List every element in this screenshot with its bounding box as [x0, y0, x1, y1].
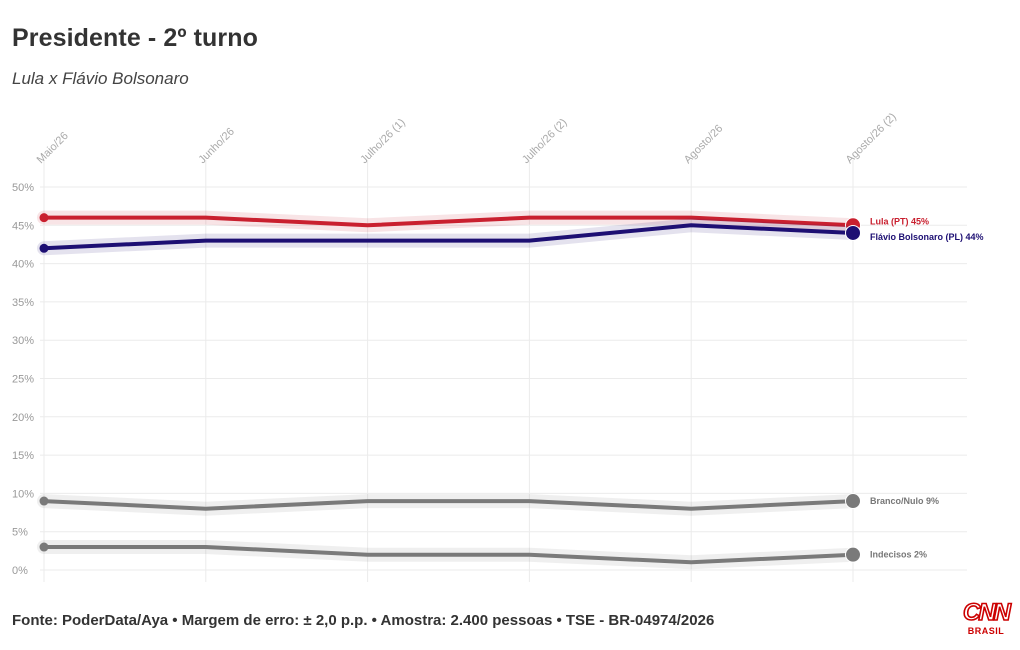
x-tick-label-1: Junho/26 [196, 126, 236, 166]
y-tick-label-1: 5% [12, 527, 28, 539]
cnn-brasil-logo: CNN BRASIL [960, 599, 1012, 637]
y-tick-label-2: 10% [12, 488, 34, 500]
series-end-point-1 [845, 224, 861, 241]
series-end-point-2 [845, 493, 861, 510]
chart-subtitle: Lula x Flávio Bolsonaro [12, 69, 189, 88]
series-end-label-0: Lula (PT) 45% [870, 216, 929, 226]
logo-cnn-text: CNN [962, 599, 1012, 626]
x-tick-label-2: Julho/26 (1) [358, 117, 408, 167]
y-tick-label-0: 0% [12, 565, 28, 577]
line-chart: 0% 5% 10% 15% 20% 25% 30% 35% 40% 45% 50% Maio/26 Ju… [12, 111, 984, 582]
series-line-1 [42, 223, 855, 251]
series-end-label-2: Branco/Nulo 9% [870, 496, 939, 506]
series-line-0 [42, 215, 855, 228]
chart-title: Presidente - 2º turno [12, 24, 258, 52]
y-tick-label-4: 20% [12, 412, 34, 424]
series-line-2 [42, 499, 855, 511]
series-start-point-3 [39, 542, 49, 552]
source-footer: Fonte: PoderData/Aya • Margem de erro: ±… [12, 612, 715, 629]
series-end-label-1: Flávio Bolsonaro (PL) 44% [870, 232, 984, 242]
y-tick-label-8: 40% [12, 259, 34, 271]
series-start-point-0 [39, 213, 49, 223]
series-end-label-3: Indecisos 2% [870, 550, 927, 560]
y-tick-label-6: 30% [12, 335, 34, 347]
x-tick-label-4: Agosto/26 [682, 123, 726, 167]
logo-brasil-text: BRASIL [967, 626, 1005, 636]
y-tick-label-9: 45% [12, 220, 34, 232]
series-end-point-3 [845, 546, 861, 563]
x-tick-label-5: Agosto/26 (2) [844, 111, 899, 166]
y-tick-label-7: 35% [12, 297, 34, 309]
y-tick-label-3: 15% [12, 450, 34, 462]
series-start-point-1 [39, 243, 49, 253]
y-tick-label-5: 25% [12, 374, 34, 386]
x-tick-label-0: Maio/26 [35, 130, 71, 166]
x-tick-label-3: Julho/26 (2) [520, 117, 570, 167]
series-line-3 [42, 545, 855, 565]
series-start-point-2 [39, 496, 49, 506]
y-tick-label-10: 50% [12, 182, 34, 194]
